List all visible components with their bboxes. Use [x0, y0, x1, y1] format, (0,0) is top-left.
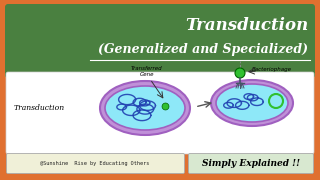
Text: Bacteriophage: Bacteriophage	[252, 68, 292, 73]
FancyBboxPatch shape	[5, 4, 315, 78]
Text: Transferred
Gene: Transferred Gene	[131, 66, 163, 77]
Circle shape	[235, 68, 245, 78]
FancyBboxPatch shape	[6, 72, 314, 154]
Text: @Sunshine  Rise by Educating Others: @Sunshine Rise by Educating Others	[40, 161, 152, 166]
Ellipse shape	[105, 86, 185, 130]
Ellipse shape	[211, 80, 293, 126]
Ellipse shape	[100, 81, 190, 135]
Text: Transduction: Transduction	[14, 104, 65, 112]
FancyBboxPatch shape	[6, 154, 185, 174]
FancyBboxPatch shape	[188, 154, 314, 174]
Text: Transduction: Transduction	[185, 17, 308, 33]
Ellipse shape	[216, 84, 288, 122]
Text: Simply Explained !!: Simply Explained !!	[202, 159, 300, 168]
Text: (Generalized and Specialized): (Generalized and Specialized)	[98, 42, 308, 55]
